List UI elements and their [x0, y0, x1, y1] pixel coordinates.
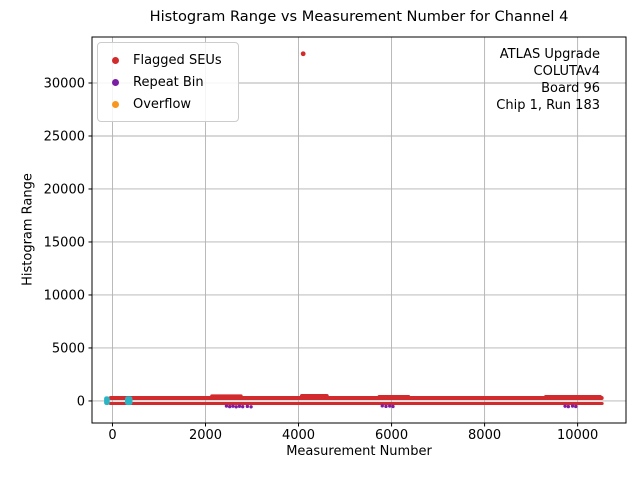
y-tick-label: 15000 — [44, 235, 85, 250]
annotation-line: COLUTAv4 — [533, 64, 600, 79]
x-tick-label: 2000 — [189, 428, 222, 443]
legend-item-repeat-bin: Repeat Bin — [106, 71, 222, 93]
y-axis-label: Histogram Range — [20, 173, 36, 286]
x-axis-label: Measurement Number — [286, 444, 432, 459]
y-tick-label: 0 — [77, 394, 85, 409]
annotation-line: Board 96 — [541, 81, 600, 96]
y-tick-label: 10000 — [44, 288, 85, 303]
legend: Flagged SEUs Repeat Bin Overflow — [97, 42, 239, 122]
x-tick-label: 10000 — [557, 428, 598, 443]
legend-item-overflow: Overflow — [106, 93, 222, 115]
run-info-annotation: ATLAS Upgrade COLUTAv4 Board 96 Chip 1, … — [496, 46, 600, 114]
overflow-marker-icon — [112, 100, 119, 108]
annotation-line: ATLAS Upgrade — [499, 47, 600, 62]
annotation-line: Chip 1, Run 183 — [496, 98, 600, 113]
y-tick-label: 25000 — [44, 129, 85, 144]
y-tick-label: 5000 — [52, 341, 85, 356]
x-tick-label: 6000 — [375, 428, 408, 443]
x-tick-label: 4000 — [282, 428, 315, 443]
legend-item-label: Flagged SEUs — [133, 52, 222, 68]
legend-item-label: Overflow — [133, 96, 192, 112]
flagged-seus-marker-icon — [112, 56, 119, 64]
legend-item-label: Repeat Bin — [133, 74, 204, 90]
chart-title: Histogram Range vs Measurement Number fo… — [149, 8, 569, 25]
repeat-bin-marker-icon — [112, 78, 119, 86]
x-tick-label: 8000 — [468, 428, 501, 443]
x-tick-label: 0 — [108, 428, 116, 443]
y-tick-label: 30000 — [44, 76, 85, 91]
y-tick-label: 20000 — [44, 182, 85, 197]
legend-item-flagged-seus: Flagged SEUs — [106, 49, 222, 71]
